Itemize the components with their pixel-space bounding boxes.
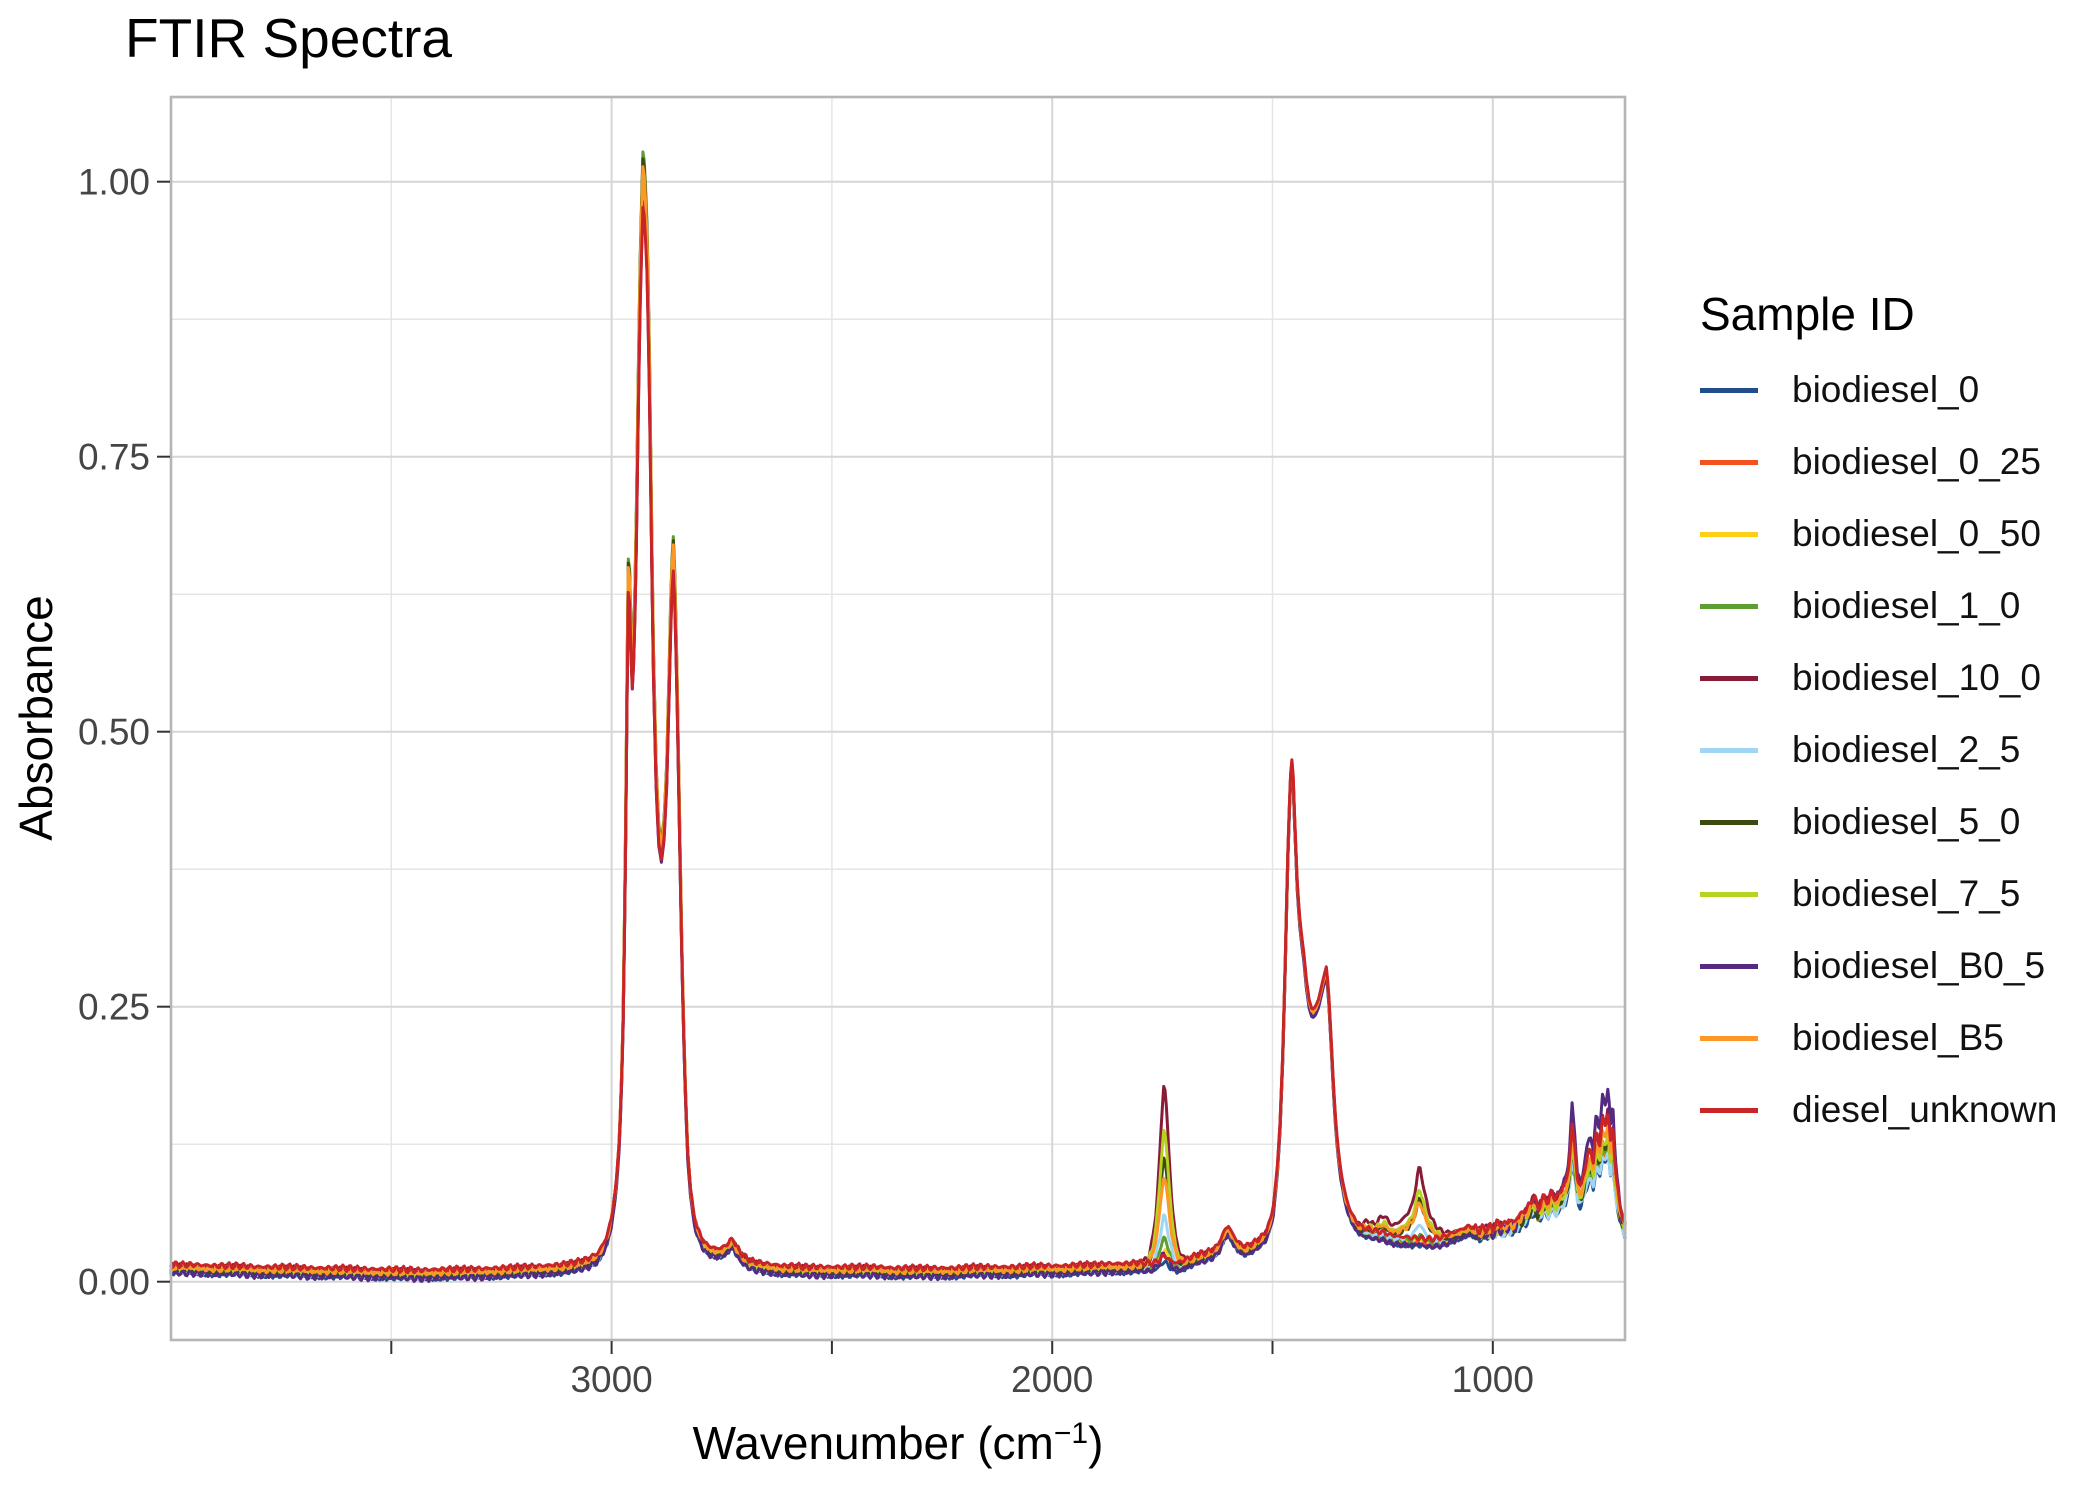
legend-key-line — [1700, 819, 1758, 825]
y-tick-label: 1.00 — [78, 162, 150, 203]
legend: Sample ID biodiesel_0 biodiesel_0_25 biodi… — [1700, 288, 2057, 1146]
legend-item-biodiesel_0_25: biodiesel_0_25 — [1700, 426, 2057, 498]
legend-item-label: biodiesel_1_0 — [1792, 585, 2021, 626]
series-line-diesel_unknown — [169, 205, 1627, 1275]
x-axis-title-superscript: −1 — [1053, 1417, 1089, 1450]
legend-item-label: biodiesel_5_0 — [1792, 801, 2021, 842]
y-tick-label: 0.25 — [78, 987, 150, 1028]
legend-item-label: biodiesel_0_25 — [1792, 441, 2041, 482]
legend-item-biodiesel_10_0: biodiesel_10_0 — [1700, 642, 2057, 714]
legend-item-biodiesel_1_0: biodiesel_1_0 — [1700, 570, 2057, 642]
series-line-biodiesel_7_5 — [169, 170, 1627, 1279]
legend-item-biodiesel_5_0: biodiesel_5_0 — [1700, 786, 2057, 858]
y-tick-label: 0.00 — [78, 1262, 150, 1303]
legend-item-diesel_unknown: diesel_unknown — [1700, 1074, 2057, 1146]
y-axis-title: Absorbance — [10, 595, 62, 841]
legend-item-biodiesel_0: biodiesel_0 — [1700, 354, 2057, 426]
series-line-biodiesel_B5 — [169, 165, 1627, 1277]
series-line-biodiesel_0 — [169, 188, 1627, 1282]
legend-key-line — [1700, 1035, 1758, 1041]
legend-key-line — [1700, 387, 1758, 393]
legend-key-line — [1700, 1107, 1758, 1113]
series-line-biodiesel_1_0 — [169, 150, 1627, 1280]
series-line-biodiesel_2_5 — [169, 176, 1627, 1281]
legend-key-line — [1700, 675, 1758, 681]
legend-item-biodiesel_B5: biodiesel_B5 — [1700, 1002, 2057, 1074]
legend-title: Sample ID — [1700, 288, 1915, 340]
grid-major — [171, 97, 1625, 1340]
series-line-biodiesel_10_0 — [169, 189, 1627, 1277]
legend-item-label: biodiesel_0_50 — [1792, 513, 2041, 554]
legend-item-label: biodiesel_B0_5 — [1792, 945, 2046, 986]
legend-item-label: diesel_unknown — [1792, 1089, 2058, 1130]
series-line-biodiesel_B0_5 — [169, 200, 1627, 1283]
series-line-biodiesel_0_50 — [169, 163, 1627, 1280]
legend-key-line — [1700, 747, 1758, 753]
x-tick-label: 1000 — [1452, 1359, 1534, 1400]
legend-item-biodiesel_0_50: biodiesel_0_50 — [1700, 498, 2057, 570]
legend-key-line — [1700, 603, 1758, 609]
legend-item-biodiesel_2_5: biodiesel_2_5 — [1700, 714, 2057, 786]
legend-item-label: biodiesel_10_0 — [1792, 657, 2041, 698]
series-line-biodiesel_5_0 — [169, 157, 1627, 1280]
legend-key-line — [1700, 459, 1758, 465]
y-tick-label: 0.75 — [78, 437, 150, 478]
legend-item-label: biodiesel_0 — [1792, 369, 1980, 410]
grid-minor — [171, 97, 1625, 1340]
x-axis-title: Wavenumber (cm−1) — [171, 1416, 1625, 1470]
x-axis-title-suffix: ) — [1088, 1417, 1104, 1469]
page-title: FTIR Spectra — [125, 7, 453, 69]
legend-item-label: biodiesel_7_5 — [1792, 873, 2021, 914]
legend-item-label: biodiesel_B5 — [1792, 1017, 2004, 1058]
series-line-biodiesel_0_25 — [169, 179, 1627, 1279]
x-tick-label: 3000 — [570, 1359, 652, 1400]
legend-key-line — [1700, 531, 1758, 537]
legend-key-line — [1700, 891, 1758, 897]
y-tick-label: 0.50 — [78, 712, 150, 753]
axis-ticks: 3000 2000 1000 0.00 0.25 0.50 0.75 1.00 — [78, 162, 1534, 1400]
panel-border — [169, 95, 1627, 1342]
legend-item-label: biodiesel_2_5 — [1792, 729, 2021, 770]
legend-item-biodiesel_B0_5: biodiesel_B0_5 — [1700, 930, 2057, 1002]
legend-item-biodiesel_7_5: biodiesel_7_5 — [1700, 858, 2057, 930]
x-tick-label: 2000 — [1011, 1359, 1093, 1400]
x-axis-title-text: Wavenumber (cm — [692, 1417, 1054, 1469]
legend-key-line — [1700, 963, 1758, 969]
series-lines — [169, 150, 1627, 1283]
